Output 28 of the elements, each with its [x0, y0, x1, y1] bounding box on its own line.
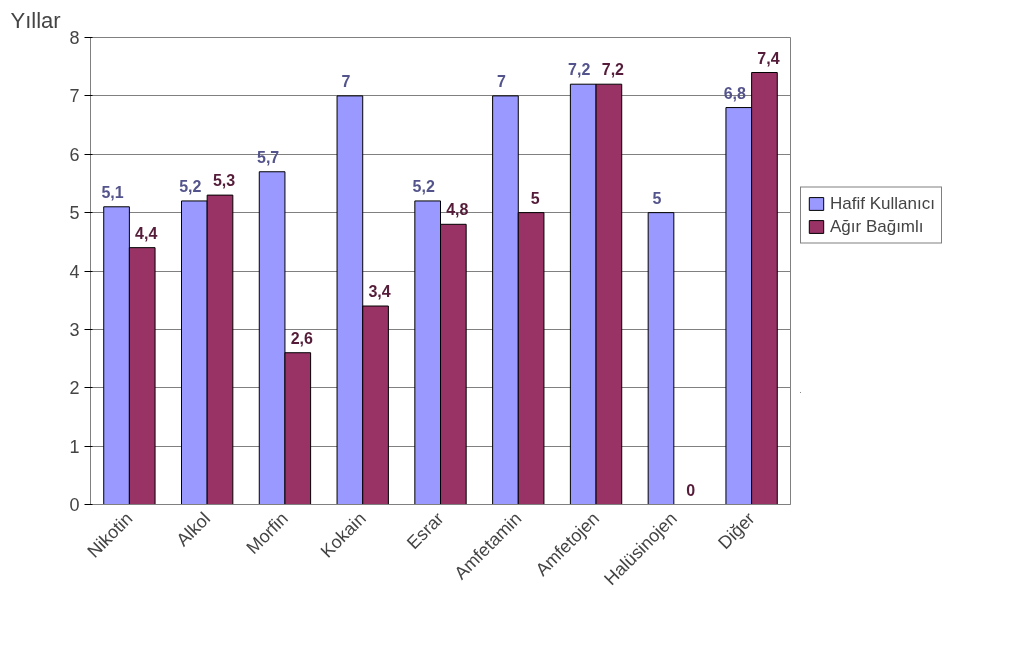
bar — [647, 212, 675, 505]
y-axis-title: Yıllar — [10, 7, 61, 33]
data-label: 5,2 — [412, 177, 435, 195]
legend-label: Ağır Bağımlı — [830, 216, 924, 236]
y-tick-label: 0 — [69, 495, 80, 515]
y-tick-label: 2 — [69, 378, 80, 399]
data-label: 7,4 — [757, 49, 780, 67]
data-label: 5,2 — [179, 177, 202, 195]
y-tick-label: 3 — [69, 319, 80, 340]
data-label: 5,1 — [101, 183, 124, 201]
data-label: 7,2 — [568, 61, 591, 79]
data-label: 7,2 — [601, 61, 625, 79]
y-tick-label: 8 — [69, 28, 80, 48]
data-label: 7 — [341, 72, 351, 90]
data-label: 7 — [497, 72, 506, 90]
y-tick-label: 5 — [69, 203, 80, 224]
data-label: 4,4 — [135, 224, 158, 242]
data-label: 2,6 — [290, 329, 313, 347]
y-tick-label: 7 — [69, 86, 80, 107]
data-label: 5 — [530, 189, 540, 207]
y-tick-label: 6 — [69, 144, 80, 165]
legend-label: Hafif Kullanıcı — [830, 193, 935, 213]
data-label: 3,4 — [368, 283, 391, 301]
data-label: 5,3 — [212, 172, 236, 190]
data-label: 0 — [686, 481, 696, 499]
y-tick-label: 4 — [69, 261, 80, 282]
data-label: 5 — [652, 189, 662, 207]
y-tick-label: 1 — [69, 436, 80, 457]
